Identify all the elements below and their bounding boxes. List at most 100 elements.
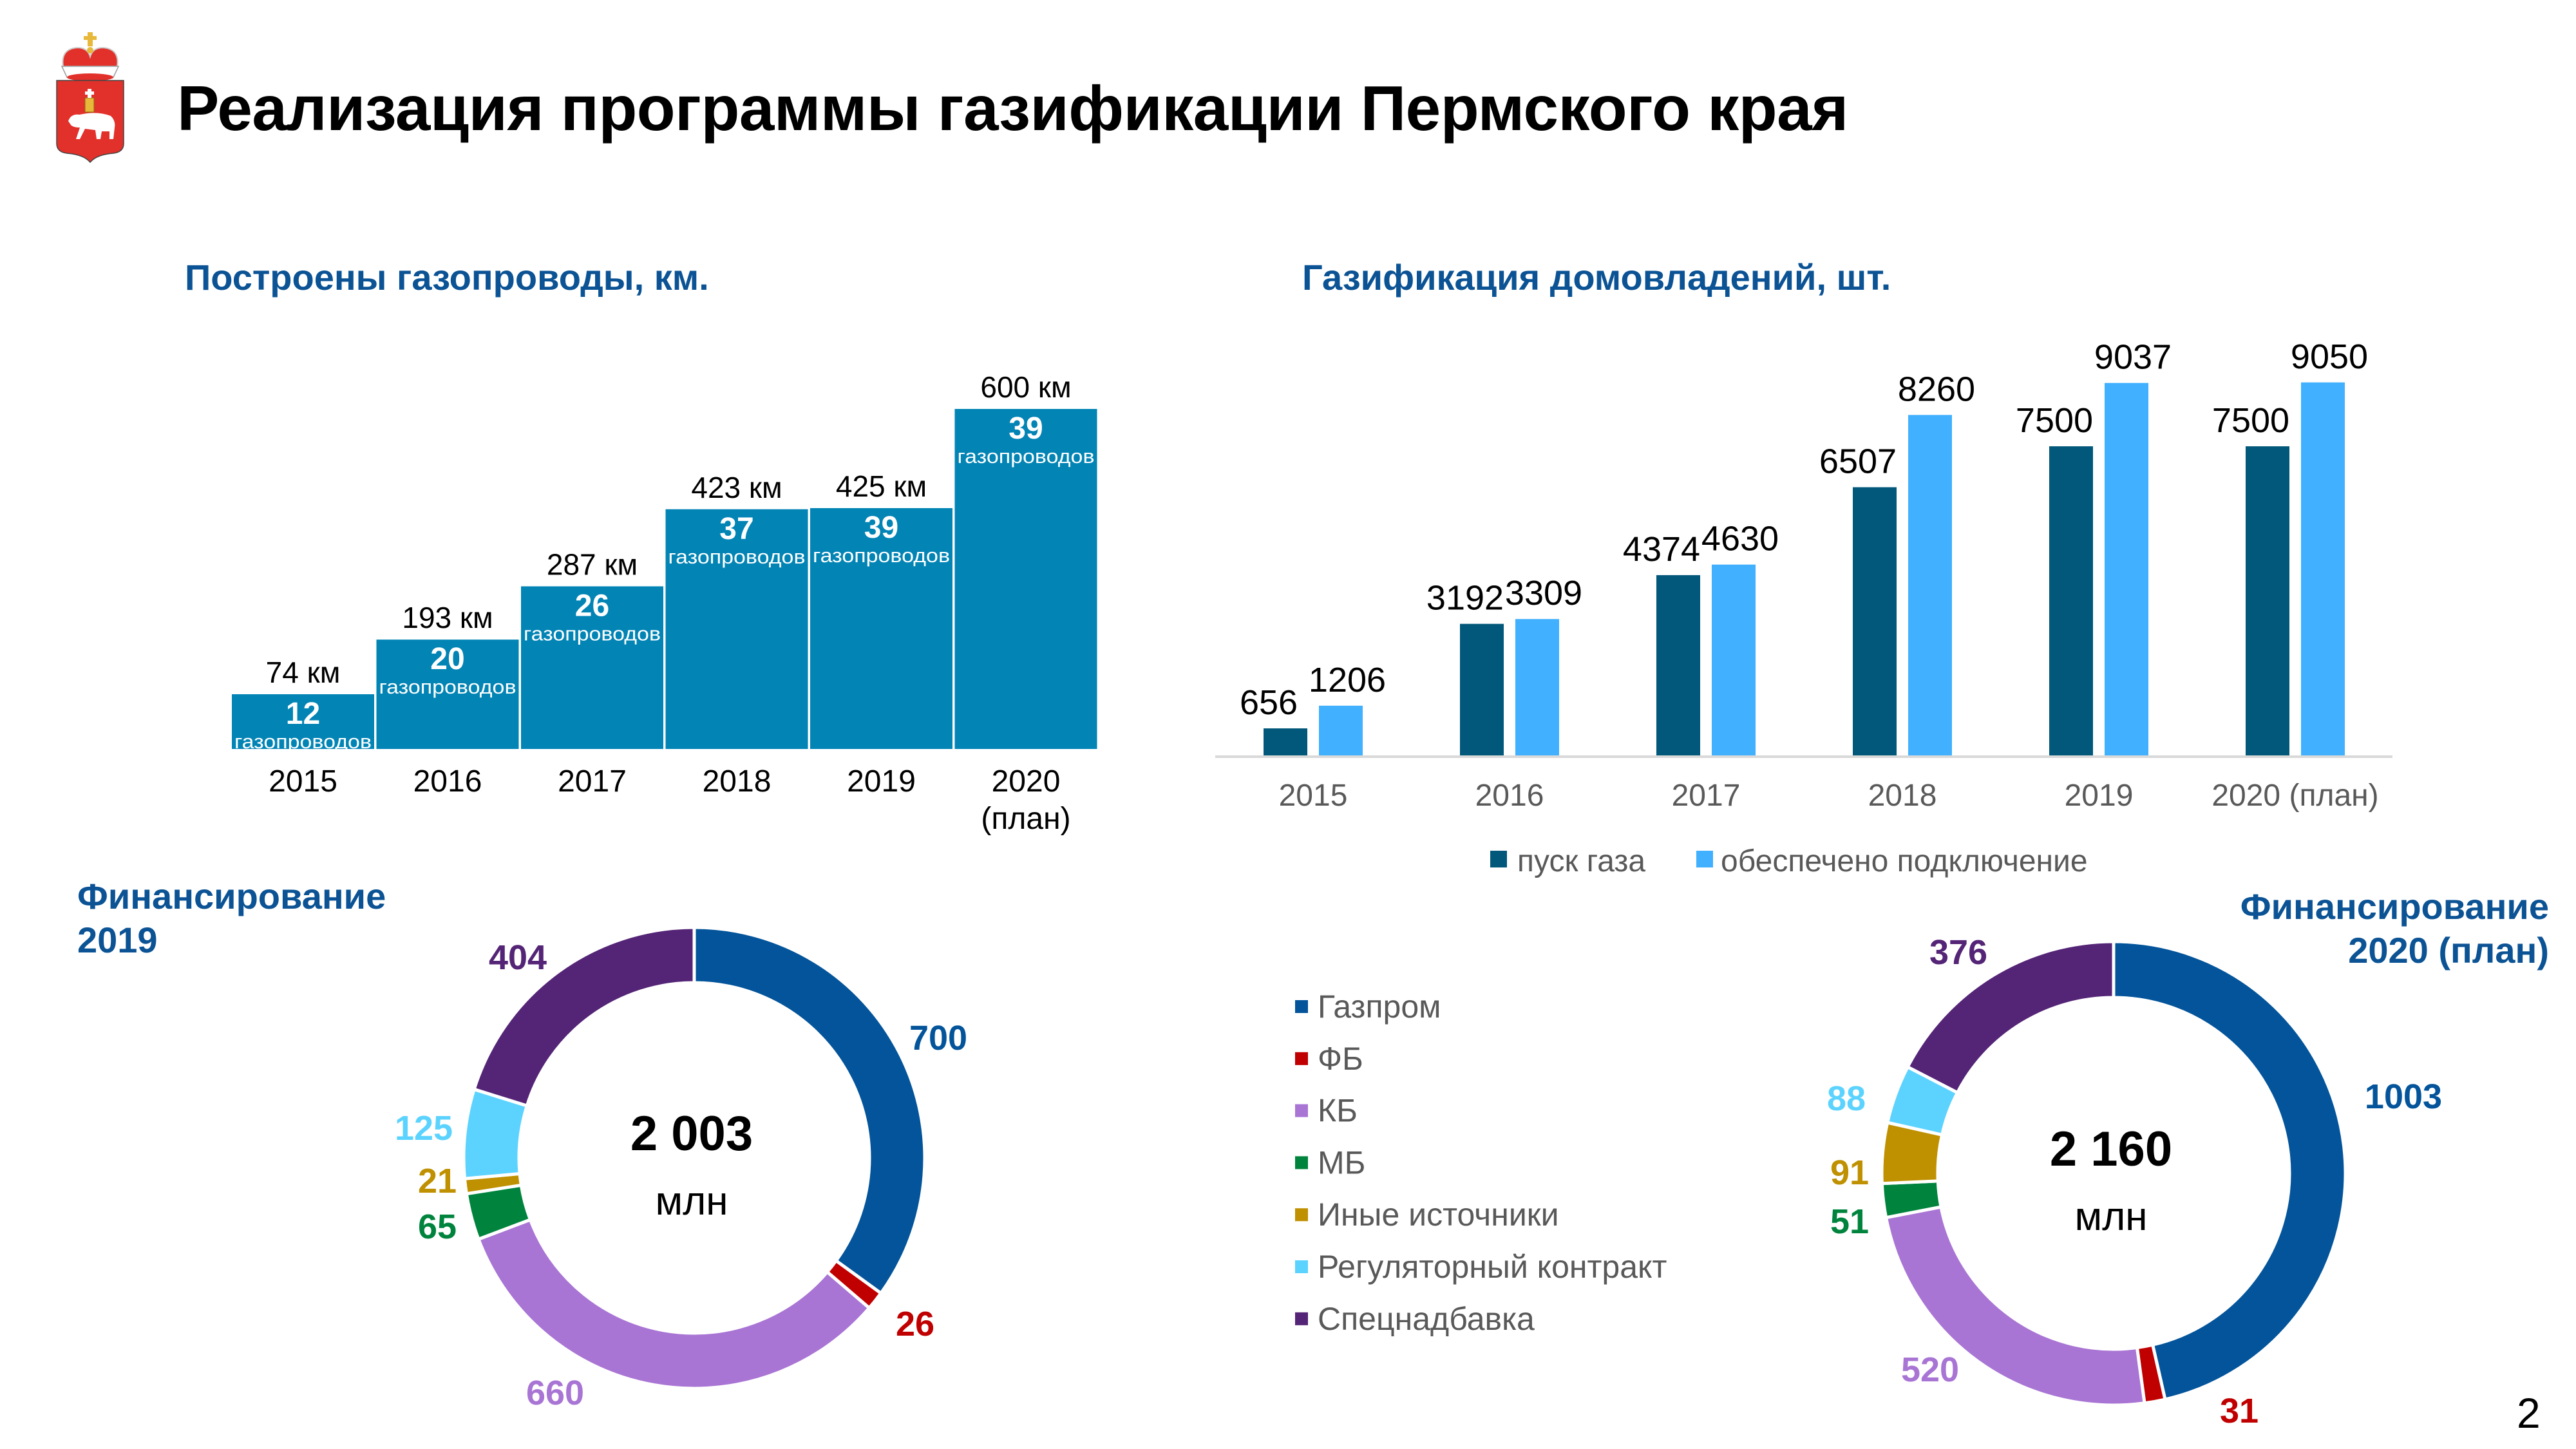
page-number: 2 — [2517, 1389, 2541, 1437]
x-tick-label: 2015 — [269, 764, 337, 799]
gas-start-bar — [2246, 446, 2289, 755]
pipeline-bar — [376, 639, 519, 749]
pipeline-count-label: 20 — [430, 642, 464, 676]
donut-slice — [2112, 940, 2347, 1402]
page-title: Реализация программы газификации Пермско… — [177, 73, 1848, 144]
donut-value-label: 1003 — [2365, 1077, 2442, 1116]
funding-legend-swatch — [1295, 1156, 1308, 1170]
x-tick-label: 2020 (план) — [2211, 779, 2378, 813]
pipeline-bar — [954, 409, 1097, 749]
funding-2019-title: Финансирование 2019 — [77, 875, 386, 962]
gas-start-bar — [1853, 487, 1897, 755]
bar-value-label: 656 — [1240, 683, 1298, 722]
gas-start-bar — [1264, 728, 1307, 755]
funding-2020-title-line1: Финансирование — [2240, 886, 2549, 927]
connection-bar — [1908, 415, 1952, 755]
donut-value-label: 31 — [2220, 1392, 2259, 1430]
legend-label-connection: обеспечено подключение — [1721, 844, 2088, 878]
gas-start-bar — [2049, 446, 2093, 755]
coat-of-arms-logo — [56, 32, 124, 163]
x-tick-label: 2017 — [558, 764, 627, 799]
bar-value-label: 4374 — [1623, 530, 1700, 569]
bar-value-label: 3309 — [1505, 574, 1582, 612]
funding-2019-title-line1: Финансирование — [77, 876, 386, 916]
donut-value-label: 91 — [1830, 1153, 1869, 1192]
donut-value-label: 404 — [489, 938, 547, 977]
connection-bar — [1319, 705, 1363, 755]
funding-legend-swatch — [1295, 1312, 1308, 1325]
pipeline-bar — [232, 694, 374, 749]
bar-value-label: 7500 — [2212, 401, 2289, 440]
funding-2019-title-line2: 2019 — [77, 920, 158, 960]
donut-value-label: 51 — [1830, 1202, 1869, 1241]
bar-value-label: 4630 — [1701, 520, 1779, 558]
households-chart: 656 1206 2015 3192 3309 2016 4374 4630 2017 65078… — [1215, 337, 2392, 878]
donut-value-label: 700 — [909, 1019, 967, 1057]
x-tick-label: 2018 — [703, 764, 772, 799]
funding-2020-title: Финансирование 2020 (план) — [2240, 885, 2549, 972]
funding-legend-label: Регуляторный контракт — [1318, 1249, 1667, 1285]
funding-2019-donut: 700 26 660 65 21 125 404 2 003 млн — [395, 925, 967, 1412]
funding-legend-label: Иные источники — [1318, 1197, 1559, 1233]
x-tick-label: 2016 — [413, 764, 482, 799]
donut-slice — [1905, 940, 2116, 1095]
bear-icon — [68, 113, 115, 139]
gas-start-bar — [1460, 623, 1504, 755]
pipeline-count-label: 37 — [719, 512, 753, 546]
bar-value-label: 9050 — [2291, 337, 2368, 376]
funding-legend-swatch — [1295, 1000, 1308, 1013]
legend-label-gas-start: пуск газа — [1517, 844, 1645, 878]
donut-value-label: 125 — [395, 1109, 453, 1148]
households-chart-title: Газификация домовладений, шт. — [1302, 257, 1891, 298]
donut-slice — [1884, 1205, 2146, 1407]
funding-2020-donut: 1003 31 520 51 91 88 376 2 160 млн — [1827, 933, 2442, 1430]
donut-value-label: 520 — [1901, 1350, 1959, 1389]
pipeline-count-unit: газопроводов — [379, 676, 516, 698]
pipeline-bar — [665, 509, 808, 749]
x-tick-label: 2015 — [1279, 779, 1348, 813]
x-tick-label: 2020 — [992, 764, 1061, 799]
connection-bar — [2301, 382, 2345, 755]
pipeline-count-unit: газопроводов — [524, 622, 661, 645]
pipeline-bar — [521, 586, 663, 749]
pipelines-chart-title: Построены газопроводы, км. — [185, 257, 709, 298]
pipeline-count-unit: газопроводов — [958, 445, 1095, 468]
pipeline-km-label: 423 км — [691, 471, 782, 504]
funding-legend-label: Газпром — [1318, 989, 1441, 1025]
funding-legend-swatch — [1295, 1104, 1308, 1117]
funding-legend-swatch — [1295, 1208, 1308, 1222]
pipeline-km-label: 287 км — [547, 547, 638, 581]
donut-center-unit: млн — [2074, 1195, 2147, 1239]
donut-center-total: 2 160 — [2050, 1122, 2172, 1177]
funding-legend-label: КБ — [1318, 1093, 1358, 1129]
pipeline-count-label: 26 — [575, 589, 609, 623]
pipeline-count-unit: газопроводов — [668, 545, 806, 568]
funding-legend-swatch — [1295, 1052, 1308, 1065]
pipeline-km-label: 600 км — [980, 370, 1071, 404]
funding-2020-title-line2: 2020 (план) — [2348, 930, 2549, 971]
gas-start-bar — [1656, 575, 1700, 755]
donut-slice — [692, 925, 927, 1296]
bar-value-label: 3192 — [1426, 579, 1504, 618]
funding-legend: Газпром ФБ КБ МБ Иные источники Регуляторный … — [1295, 989, 1667, 1337]
funding-legend-swatch — [1295, 1260, 1308, 1273]
crown-icon — [61, 32, 120, 81]
donut-center-total: 2 003 — [630, 1106, 753, 1161]
donut-value-label: 21 — [418, 1162, 457, 1200]
bar-value-label: 7500 — [2016, 401, 2093, 440]
funding-legend-label: Спецнадбавка — [1318, 1301, 1535, 1337]
funding-legend-label: ФБ — [1318, 1041, 1363, 1077]
donut-slice — [476, 1217, 872, 1390]
connection-bar — [2105, 383, 2148, 755]
connection-bar — [1712, 564, 1756, 755]
pipeline-bar — [810, 508, 952, 749]
bar-value-label: 6507 — [1819, 442, 1897, 481]
bar-value-label: 8260 — [1898, 370, 1975, 408]
donut-slice — [472, 925, 696, 1108]
donut-value-label: 88 — [1827, 1079, 1866, 1118]
pipeline-count-unit: газопроводов — [234, 730, 372, 753]
legend-swatch-gas-start — [1490, 851, 1507, 867]
x-tick-sublabel: (план) — [981, 802, 1070, 836]
pipeline-count-label: 39 — [1009, 412, 1043, 446]
x-tick-label: 2016 — [1475, 779, 1544, 813]
